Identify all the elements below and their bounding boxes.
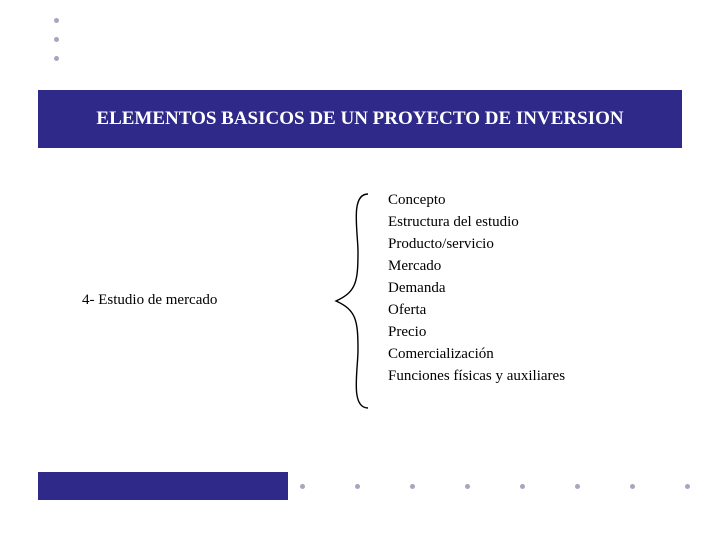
list-item: Funciones físicas y auxiliares bbox=[388, 368, 565, 385]
dot-icon bbox=[410, 484, 415, 489]
slide: ELEMENTOS BASICOS DE UN PROYECTO DE INVE… bbox=[0, 0, 720, 540]
dot-icon bbox=[630, 484, 635, 489]
dot-icon bbox=[520, 484, 525, 489]
list-item: Demanda bbox=[388, 280, 565, 297]
title-bar: ELEMENTOS BASICOS DE UN PROYECTO DE INVE… bbox=[38, 90, 682, 148]
list-item: Mercado bbox=[388, 258, 565, 275]
list-item: Oferta bbox=[388, 302, 565, 319]
list-item: Producto/servicio bbox=[388, 236, 565, 253]
dot-icon bbox=[300, 484, 305, 489]
curly-brace-icon bbox=[328, 192, 378, 410]
bottom-bar bbox=[38, 472, 288, 500]
dot-icon bbox=[54, 18, 59, 23]
list-item: Concepto bbox=[388, 192, 565, 209]
list-item: Estructura del estudio bbox=[388, 214, 565, 231]
dot-icon bbox=[355, 484, 360, 489]
dot-icon bbox=[54, 56, 59, 61]
items-list: Concepto Estructura del estudio Producto… bbox=[388, 192, 565, 385]
brace-path bbox=[336, 194, 368, 408]
dot-icon bbox=[465, 484, 470, 489]
list-item: Precio bbox=[388, 324, 565, 341]
dot-icon bbox=[54, 37, 59, 42]
list-item: Comercialización bbox=[388, 346, 565, 363]
dot-icon bbox=[685, 484, 690, 489]
page-title: ELEMENTOS BASICOS DE UN PROYECTO DE INVE… bbox=[96, 108, 623, 130]
brace-svg bbox=[328, 192, 378, 410]
top-dots bbox=[54, 18, 59, 61]
dot-icon bbox=[575, 484, 580, 489]
section-label: 4- Estudio de mercado bbox=[82, 292, 217, 309]
bottom-dots bbox=[300, 484, 690, 489]
